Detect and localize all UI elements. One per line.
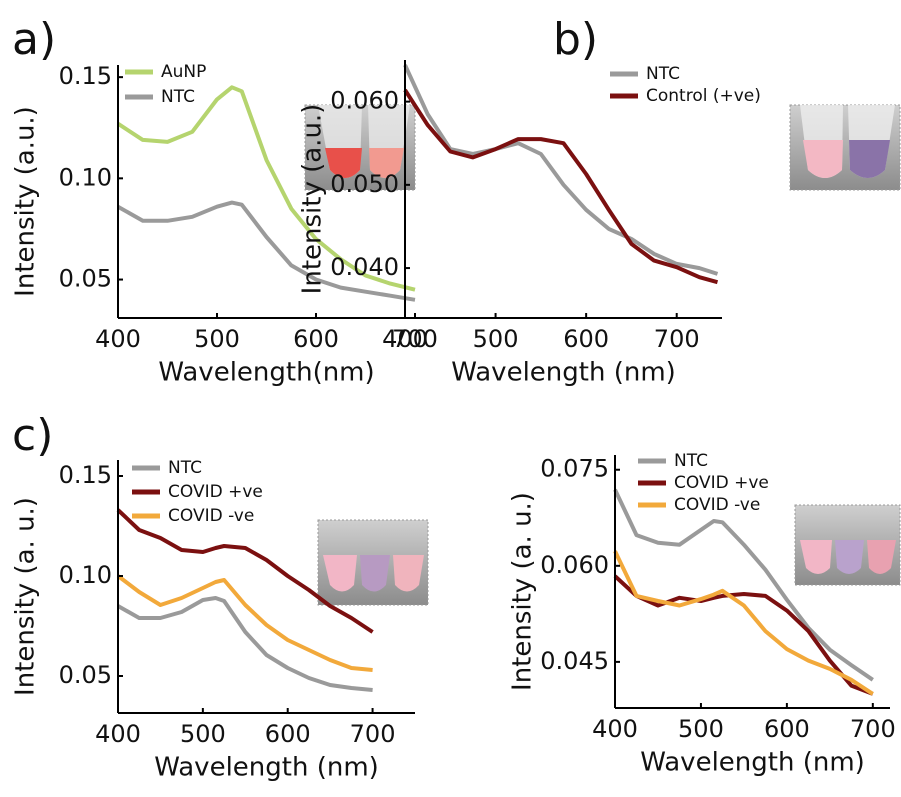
x-tick-label: 400 <box>592 715 638 743</box>
panel-label: a) <box>12 14 56 65</box>
data-line <box>613 550 874 696</box>
x-tick-label: 600 <box>563 325 609 353</box>
panel-label: b) <box>553 14 598 65</box>
y-tick-label: 0.060 <box>540 551 609 579</box>
legend-label: COVID +ve <box>168 482 263 502</box>
x-tick-label: 500 <box>194 325 240 353</box>
legend-label: NTC <box>674 451 708 471</box>
x-tick-label: 400 <box>95 720 141 748</box>
photo-b <box>789 104 901 191</box>
data-line <box>116 85 416 292</box>
data-line <box>403 64 719 276</box>
y-axis-label: Intensity (a. u.) <box>508 492 538 691</box>
x-tick-label: 700 <box>392 325 438 353</box>
x-tick-label: 700 <box>850 715 896 743</box>
x-tick-label: 700 <box>350 720 396 748</box>
y-axis-label: Intensity (a.u.) <box>11 106 41 297</box>
y-tick-label: 0.15 <box>59 461 112 489</box>
y-axis-label: Intensity (a. u.) <box>11 497 41 696</box>
legend-label: COVID -ve <box>168 506 254 526</box>
data-line <box>116 508 374 634</box>
legend-label: COVID -ve <box>674 495 760 515</box>
y-axis-label: Intensity (a.u.) <box>298 104 328 295</box>
x-tick-label: 400 <box>95 325 141 353</box>
x-axis-label: Wavelength (nm) <box>154 753 379 783</box>
x-tick-label: 600 <box>265 720 311 748</box>
data-line <box>117 596 373 692</box>
x-tick-label: 700 <box>654 325 700 353</box>
x-axis-label: Wavelength (nm) <box>451 358 676 388</box>
data-line <box>403 88 719 285</box>
y-tick-label: 0.050 <box>330 170 399 198</box>
y-tick-label: 0.05 <box>59 265 112 293</box>
legend-label: NTC <box>168 458 202 478</box>
legend-label: AuNP <box>161 62 206 82</box>
x-axis-label: Wavelength(nm) <box>158 358 374 388</box>
data-line <box>613 488 874 682</box>
y-tick-label: 0.10 <box>59 561 112 589</box>
photo-a <box>304 104 416 191</box>
legend-label: COVID +ve <box>674 473 769 493</box>
x-tick-label: 500 <box>678 715 724 743</box>
x-tick-label: 400 <box>382 325 428 353</box>
y-tick-label: 0.040 <box>330 253 399 281</box>
legend-label: NTC <box>161 87 195 107</box>
y-tick-label: 0.060 <box>330 87 399 115</box>
panel-label: c) <box>12 410 53 461</box>
legend-label: NTC <box>646 64 680 84</box>
x-tick-label: 500 <box>180 720 226 748</box>
data-line <box>613 574 874 696</box>
y-tick-label: 0.15 <box>59 62 112 90</box>
y-tick-label: 0.075 <box>540 455 609 483</box>
data-line <box>116 574 373 672</box>
photo-d <box>794 504 901 586</box>
legend-label: Control (+ve) <box>646 86 761 106</box>
x-tick-label: 500 <box>473 325 519 353</box>
x-tick-label: 600 <box>293 325 339 353</box>
x-axis-label: Wavelength (nm) <box>640 748 865 778</box>
data-line <box>117 200 416 302</box>
x-tick-label: 600 <box>764 715 810 743</box>
photo-c <box>317 519 429 606</box>
y-tick-label: 0.10 <box>59 163 112 191</box>
y-tick-label: 0.045 <box>540 647 609 675</box>
y-tick-label: 0.05 <box>59 661 112 689</box>
